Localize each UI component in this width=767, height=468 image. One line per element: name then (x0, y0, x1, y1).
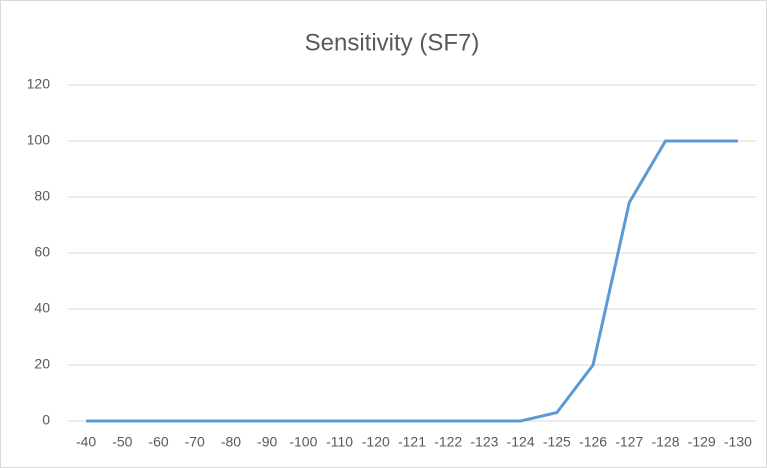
x-tick-label: -129 (688, 434, 716, 450)
x-tick-label: -70 (185, 434, 205, 450)
chart-title: Sensitivity (SF7) (305, 29, 480, 56)
x-tick-label: -110 (326, 434, 353, 450)
x-tick-label: -60 (148, 434, 168, 450)
y-tick-label: 60 (34, 244, 50, 260)
y-tick-label: 120 (27, 76, 51, 92)
x-tick-label: -126 (579, 434, 607, 450)
x-tick-label: -122 (434, 434, 462, 450)
x-tick-label: -50 (112, 434, 132, 450)
y-tick-label: 20 (34, 356, 50, 372)
x-tick-label: -121 (398, 434, 426, 450)
x-tick-label: -90 (257, 434, 277, 450)
y-tick-label: 80 (34, 188, 50, 204)
line (86, 139, 738, 423)
x-tick-label: -125 (543, 434, 571, 450)
x-tick-label: -130 (724, 434, 752, 450)
y-tick-label: 0 (42, 412, 50, 428)
x-tick-label: -40 (76, 434, 96, 450)
x-tick-label: -124 (507, 434, 535, 450)
x-tick-label: -80 (221, 434, 241, 450)
x-tick-label: -123 (470, 434, 498, 450)
y-tick-label: 40 (34, 300, 50, 316)
x-tick-label: -100 (289, 434, 317, 450)
x-tick-label: -127 (615, 434, 643, 450)
y-tick-label: 100 (27, 132, 51, 148)
x-tick-label: -128 (651, 434, 679, 450)
x-tick-label: -120 (362, 434, 390, 450)
